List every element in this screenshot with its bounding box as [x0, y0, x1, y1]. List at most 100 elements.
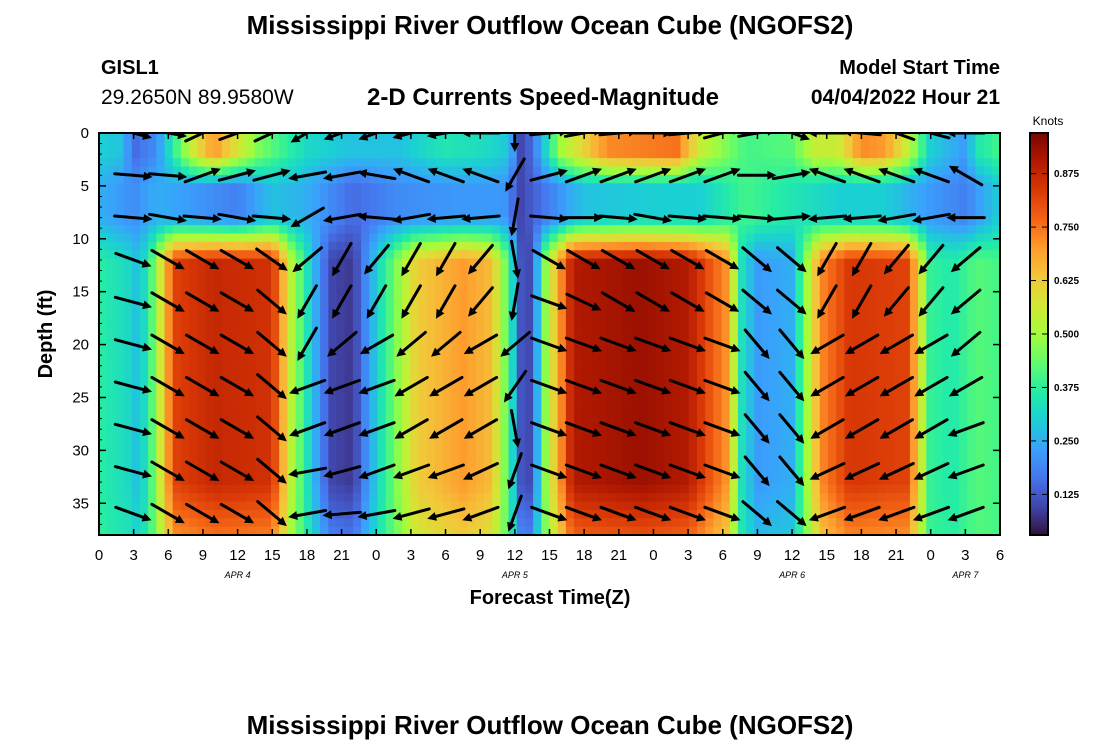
heatmap-cell: [762, 183, 772, 193]
heatmap-cell: [729, 191, 739, 201]
heatmap-cell: [262, 166, 272, 176]
heatmap-cell: [680, 409, 690, 419]
heatmap-cell: [787, 200, 796, 209]
heatmap-cell: [598, 191, 608, 201]
heatmap-cell: [467, 375, 477, 385]
heatmap-cell: [606, 258, 616, 268]
heatmap-cell: [254, 141, 264, 151]
heatmap-cell: [688, 308, 698, 318]
heatmap-cell: [557, 241, 567, 251]
heatmap-cell: [443, 375, 452, 385]
heatmap-cell: [696, 158, 706, 168]
heatmap-cell: [565, 225, 575, 235]
heatmap-cell: [549, 392, 559, 402]
heatmap-cell: [926, 158, 936, 168]
heatmap-cell: [434, 141, 444, 151]
heatmap-cell: [459, 283, 469, 293]
heatmap-cell: [655, 359, 665, 369]
heatmap-cell: [574, 158, 583, 168]
heatmap-cell: [500, 233, 510, 243]
heatmap-cell: [164, 283, 174, 293]
heatmap-cell: [500, 174, 510, 184]
heatmap-cell: [942, 166, 952, 176]
heatmap-cell: [246, 308, 256, 318]
heatmap-cell: [565, 342, 575, 352]
heatmap-cell: [180, 141, 190, 151]
heatmap-cell: [672, 468, 682, 477]
heatmap-cell: [565, 434, 575, 444]
heatmap-cell: [533, 183, 542, 193]
heatmap-cell: [287, 409, 297, 419]
heatmap-cell: [303, 166, 313, 176]
heatmap-cell: [115, 267, 125, 276]
heatmap-cell: [680, 250, 690, 260]
heatmap-cell: [819, 350, 829, 360]
heatmap-cell: [549, 133, 559, 142]
heatmap-cell: [180, 292, 190, 302]
heatmap-cell: [107, 174, 116, 184]
heatmap-cell: [361, 233, 370, 243]
heatmap-cell: [524, 183, 534, 193]
heatmap-cell: [205, 308, 215, 318]
heatmap-cell: [729, 417, 739, 427]
heatmap-cell: [115, 233, 125, 243]
heatmap-cell: [696, 275, 706, 285]
heatmap-cell: [197, 317, 207, 327]
heatmap-cell: [901, 484, 911, 494]
heatmap-cell: [762, 526, 772, 535]
heatmap-cell: [549, 275, 559, 285]
heatmap-cell: [934, 484, 944, 494]
heatmap-cell: [909, 292, 919, 302]
heatmap-cell: [320, 208, 329, 218]
heatmap-cell: [287, 476, 297, 486]
heatmap-cell: [582, 149, 592, 159]
heatmap-cell: [942, 518, 952, 528]
heatmap-cell: [295, 375, 305, 385]
heatmap-cell: [344, 292, 354, 302]
heatmap-cell: [385, 158, 395, 168]
heatmap-cell: [369, 174, 379, 184]
heatmap-cell: [639, 342, 649, 352]
heatmap-cell: [418, 342, 428, 352]
heatmap-cell: [901, 509, 911, 519]
heatmap-cell: [500, 367, 510, 377]
heatmap-cell: [778, 166, 788, 176]
heatmap-cell: [172, 426, 182, 436]
heatmap-cell: [492, 417, 501, 427]
heatmap-cell: [131, 325, 141, 335]
heatmap-cell: [737, 401, 747, 410]
heatmap-cell: [254, 225, 264, 235]
heatmap-cell: [565, 367, 575, 377]
heatmap-cell: [279, 442, 288, 452]
heatmap-cell: [606, 283, 616, 293]
heatmap-cell: [705, 208, 714, 218]
heatmap-cell: [778, 141, 788, 151]
heatmap-cell: [836, 275, 845, 285]
heatmap-cell: [262, 300, 272, 310]
heatmap-cell: [827, 484, 837, 494]
heatmap-cell: [418, 367, 428, 377]
heatmap-cell: [877, 442, 886, 452]
heatmap-cell: [606, 334, 616, 343]
heatmap-cell: [541, 191, 551, 201]
heatmap-cell: [197, 292, 207, 302]
heatmap-cell: [533, 509, 542, 519]
heatmap-cell: [705, 250, 714, 260]
heatmap-cell: [696, 392, 706, 402]
heatmap-cell: [320, 283, 329, 293]
heatmap-cell: [377, 476, 387, 486]
heatmap-cell: [385, 317, 395, 327]
heatmap-cell: [467, 359, 477, 369]
heatmap-cell: [311, 191, 321, 201]
heatmap-cell: [795, 384, 805, 394]
heatmap-cell: [868, 434, 878, 444]
heatmap-cell: [131, 292, 141, 302]
heatmap-cell: [451, 183, 460, 193]
heatmap-cell: [393, 476, 403, 486]
heatmap-cell: [598, 442, 608, 452]
heatmap-cell: [385, 133, 395, 142]
heatmap-cell: [590, 283, 600, 293]
heatmap-cell: [156, 509, 166, 519]
heatmap-cell: [787, 258, 796, 268]
heatmap-cell: [361, 484, 370, 494]
